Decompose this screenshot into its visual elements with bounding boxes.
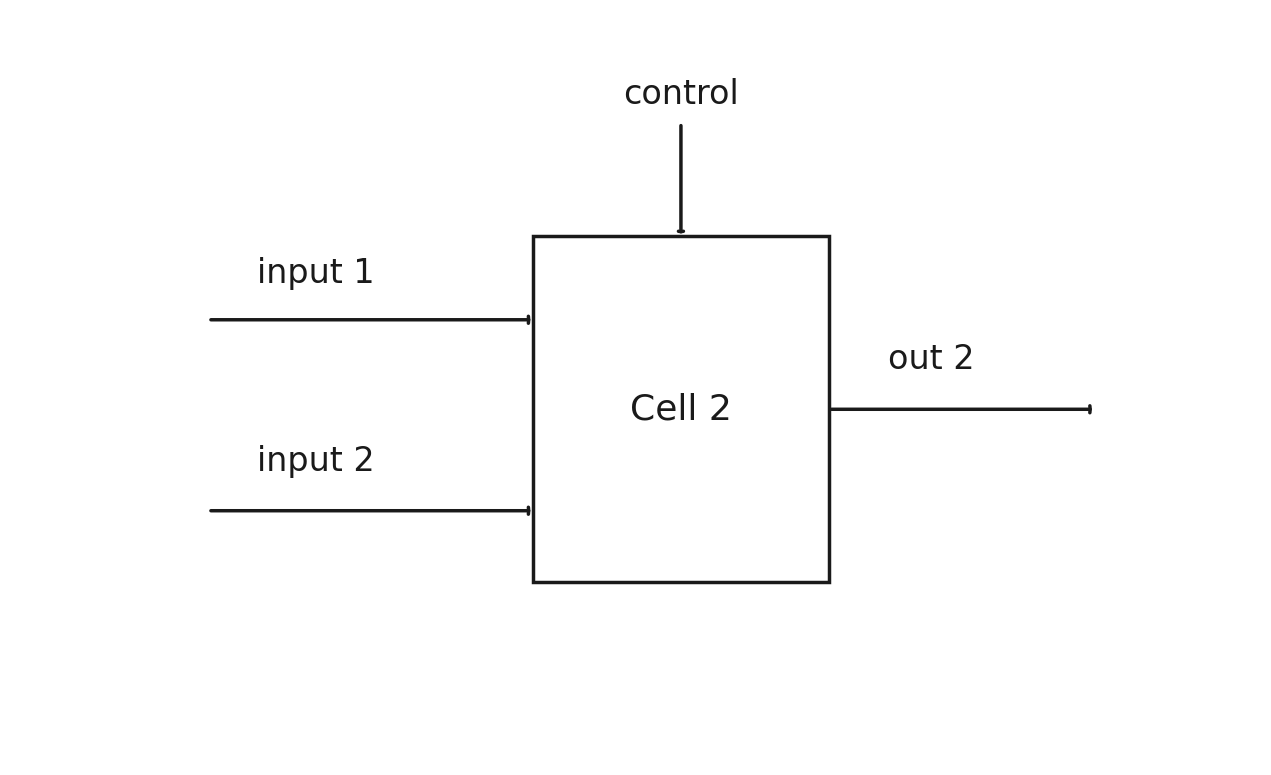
Text: Cell 2: Cell 2 <box>630 392 732 426</box>
Text: out 2: out 2 <box>888 343 975 377</box>
Text: control: control <box>623 78 738 111</box>
Text: input 1: input 1 <box>257 257 375 290</box>
Text: input 2: input 2 <box>257 445 375 478</box>
Bar <box>534 236 829 582</box>
